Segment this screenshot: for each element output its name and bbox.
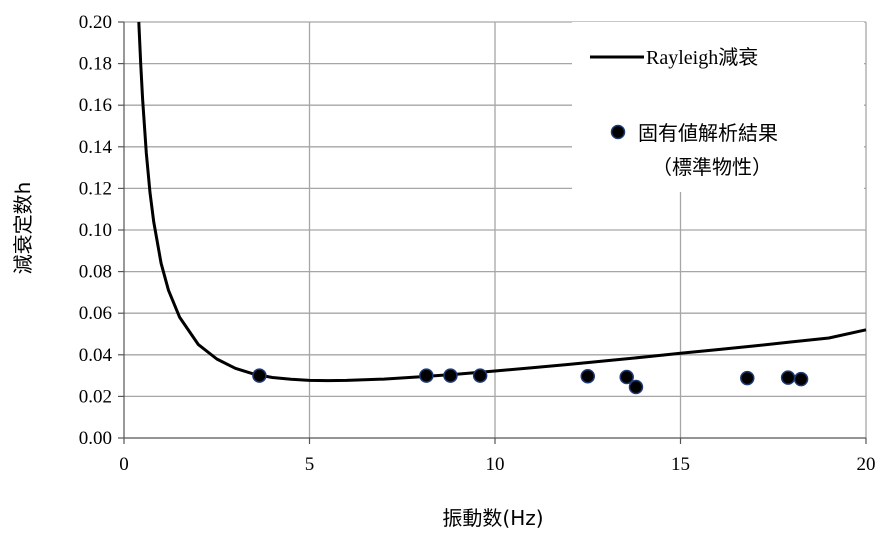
y-axis-label: 減衰定数h bbox=[11, 182, 35, 275]
y-tick-label: 0.04 bbox=[79, 345, 113, 366]
data-point bbox=[443, 368, 458, 383]
x-axis-label: 振動数(Hz) bbox=[442, 506, 543, 530]
x-tick-label: 5 bbox=[305, 454, 315, 475]
data-point bbox=[793, 371, 809, 387]
legend-marker-swatch bbox=[610, 124, 626, 140]
y-tick-label: 0.08 bbox=[79, 262, 112, 283]
legend-background bbox=[572, 22, 864, 192]
legend-label-eigen-line2: （標準物性） bbox=[652, 155, 772, 179]
y-tick-label: 0.12 bbox=[79, 178, 112, 199]
y-tick-label: 0.16 bbox=[79, 95, 112, 116]
x-tick-label: 15 bbox=[671, 454, 690, 475]
legend-label-eigen-line1: 固有値解析結果 bbox=[638, 121, 778, 145]
y-tick-label: 0.20 bbox=[79, 12, 112, 33]
x-tick-label: 0 bbox=[119, 454, 129, 475]
rayleigh-curve bbox=[137, 21, 867, 383]
data-point bbox=[628, 379, 644, 395]
x-tick-label: 10 bbox=[486, 454, 505, 475]
y-tick-label: 0.00 bbox=[79, 428, 112, 449]
data-point bbox=[252, 368, 267, 383]
y-tick-label: 0.14 bbox=[79, 137, 113, 158]
y-tick-label: 0.06 bbox=[79, 303, 112, 324]
data-point bbox=[419, 368, 434, 383]
legend-label-rayleigh: Rayleigh減衰 bbox=[646, 46, 758, 69]
data-point bbox=[472, 368, 488, 383]
x-tick-labels: 0 5 10 15 20 bbox=[119, 454, 875, 475]
legend: Rayleigh減衰 固有値解析結果 （標準物性） bbox=[572, 22, 864, 192]
eigenvalue-series bbox=[252, 368, 809, 395]
data-point bbox=[780, 370, 796, 385]
y-tick-label: 0.02 bbox=[79, 386, 112, 407]
data-point bbox=[740, 370, 755, 386]
y-tick-label: 0.18 bbox=[79, 54, 112, 75]
data-point bbox=[619, 369, 634, 385]
axes bbox=[118, 21, 867, 444]
x-tick-label: 20 bbox=[857, 454, 876, 475]
y-tick-labels: 0.00 0.02 0.04 0.06 0.08 0.10 0.12 0.14 0.16 0.18… bbox=[79, 12, 113, 449]
rayleigh-series bbox=[137, 21, 867, 383]
data-point bbox=[580, 368, 595, 384]
y-tick-label: 0.10 bbox=[79, 220, 112, 241]
